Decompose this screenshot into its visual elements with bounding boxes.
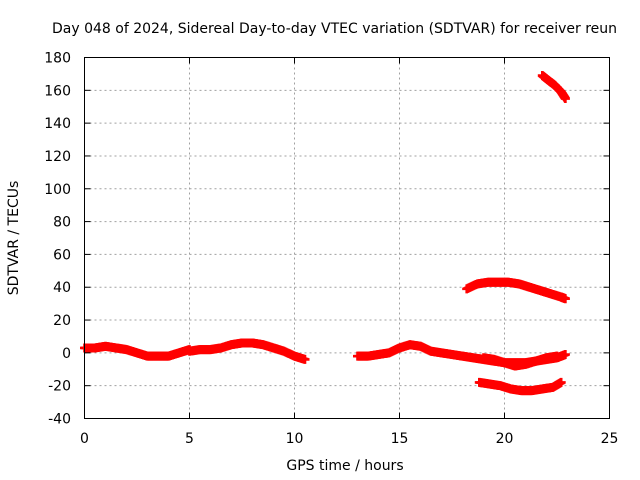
plot-frame [84, 57, 610, 419]
y-tick-label: 120 [44, 149, 71, 165]
x-tick-label: 10 [286, 431, 304, 447]
y-tick-label: -20 [48, 379, 71, 395]
y-axis-label: SDTVAR / TECUs [6, 181, 22, 296]
x-tick-label: 5 [185, 431, 194, 447]
data-point [560, 294, 570, 304]
data-point [300, 354, 310, 364]
y-tick-label: 20 [53, 313, 71, 329]
x-tick-label: 0 [80, 431, 89, 447]
y-tick-label: 100 [44, 182, 71, 198]
data-point [556, 377, 566, 387]
y-axis-tick-labels: -40 -20 0 20 40 60 80 100 120 140 160 180 [44, 51, 71, 428]
series-arc-6 [479, 351, 562, 371]
y-tick-label: 0 [62, 346, 71, 362]
x-tick-label: 15 [391, 431, 409, 447]
series-arc-2 [185, 338, 310, 364]
x-tick-label: 20 [496, 431, 514, 447]
x-tick-label: 25 [601, 431, 619, 447]
data-point [552, 351, 562, 361]
y-tick-label: 80 [53, 215, 71, 231]
y-tick-label: 180 [44, 51, 71, 67]
y-tick-label: 140 [44, 116, 71, 132]
y-tick-label: 40 [53, 280, 71, 296]
series-arc-4 [462, 277, 570, 304]
axis-ticks [84, 57, 610, 419]
data-series [80, 71, 570, 396]
series-arc-1 [80, 341, 194, 361]
chart-title: Day 048 of 2024, Sidereal Day-to-day VTE… [52, 21, 617, 37]
y-tick-label: 160 [44, 83, 71, 99]
series-arc-5 [474, 377, 566, 396]
y-tick-label: 60 [53, 247, 71, 263]
data-point [560, 94, 570, 104]
series-arc-7 [537, 71, 570, 104]
x-axis-label: GPS time / hours [286, 458, 403, 474]
x-axis-tick-labels: 0 5 10 15 20 25 [80, 431, 618, 447]
y-tick-label: -40 [48, 412, 71, 428]
data-point [560, 350, 570, 360]
